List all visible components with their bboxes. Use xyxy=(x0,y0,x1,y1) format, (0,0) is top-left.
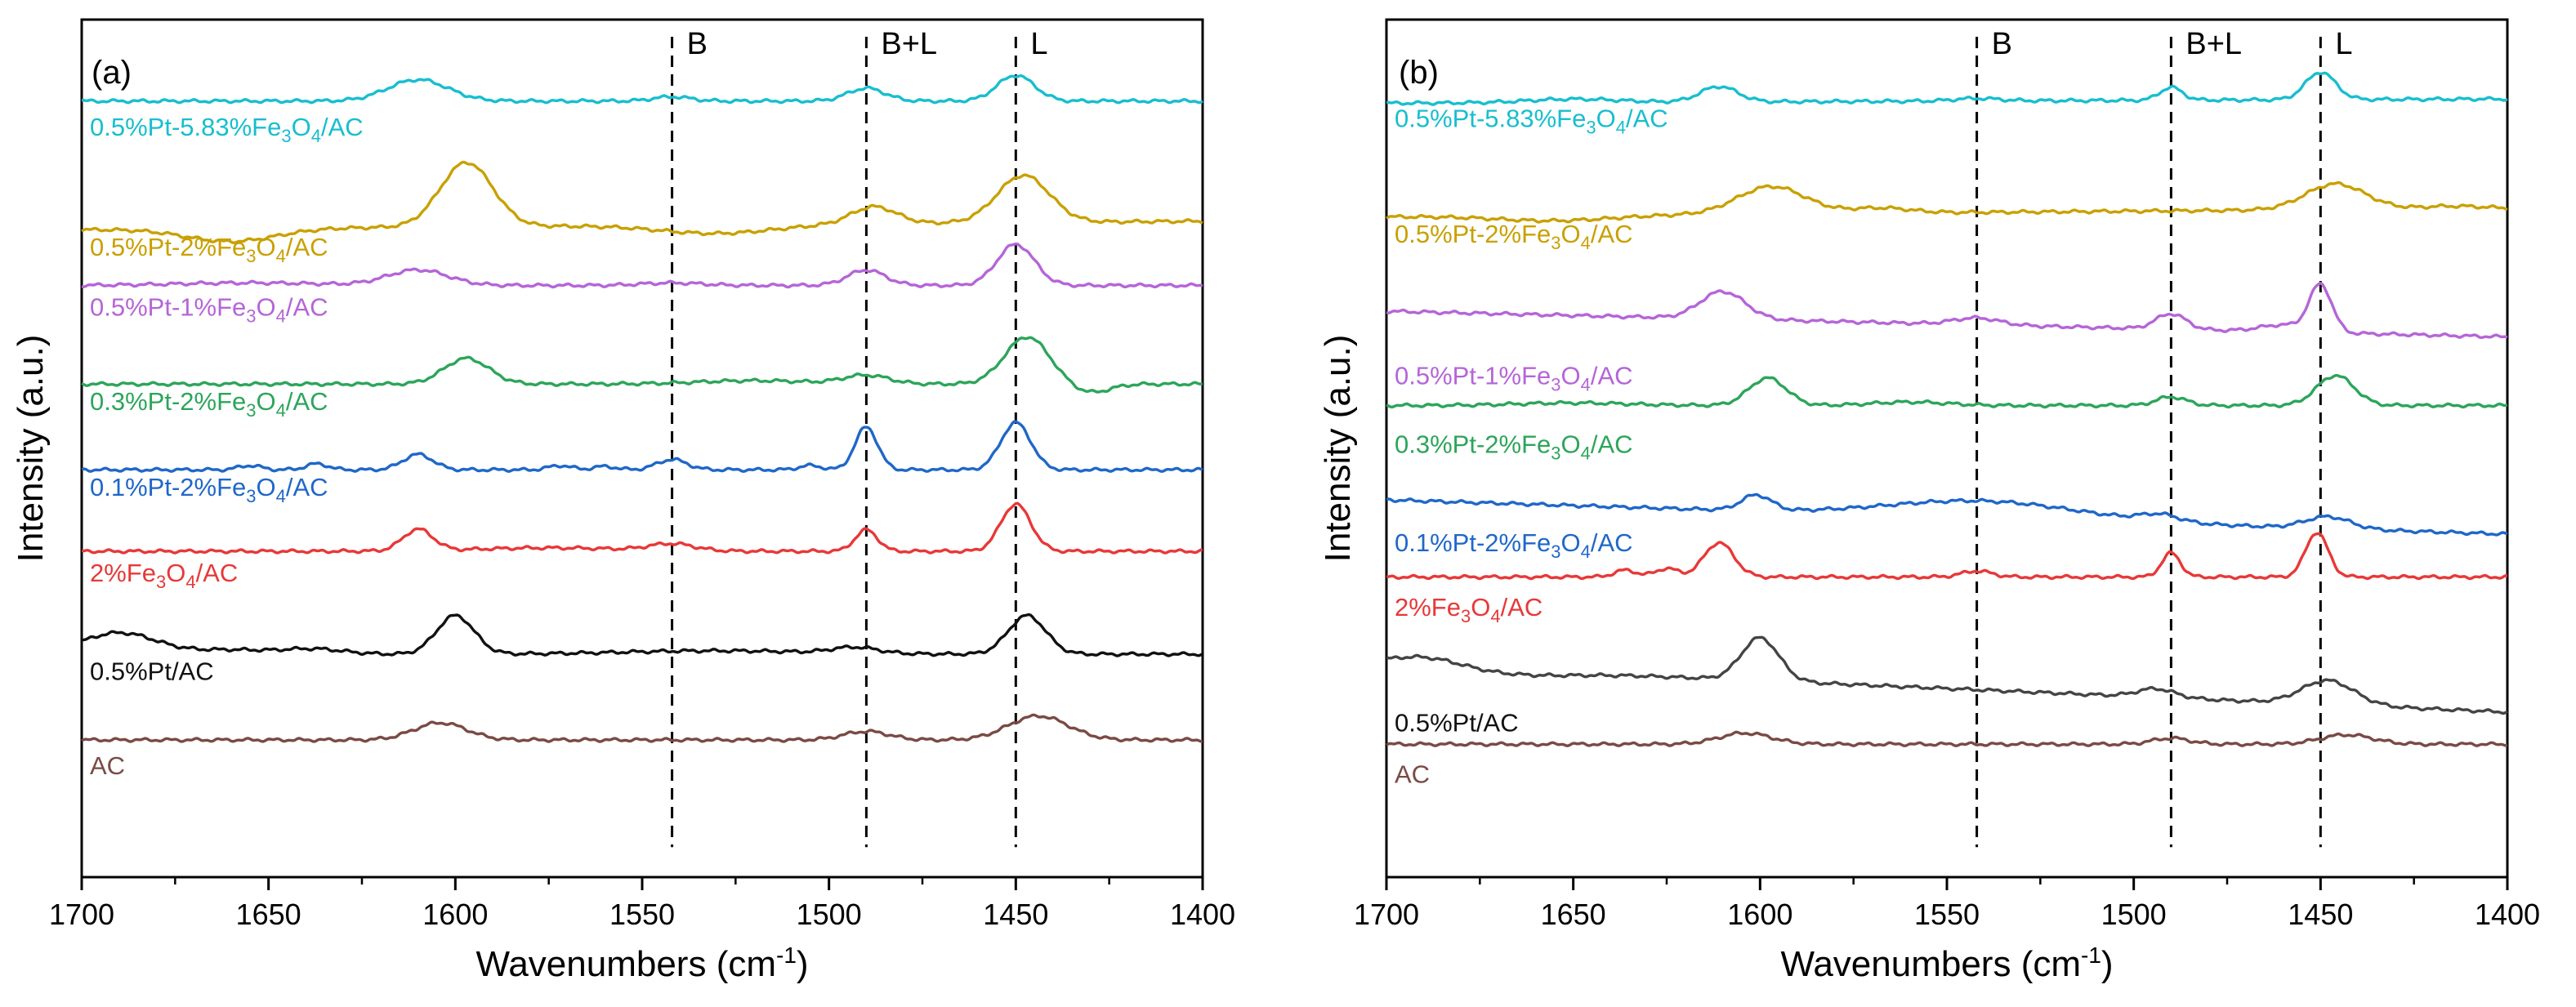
x-tick-label-1650: 1650 xyxy=(236,898,301,931)
legend-label-8: AC xyxy=(1395,760,1430,789)
x-tick-label-1650: 1650 xyxy=(1541,898,1606,931)
series-line-6 xyxy=(1386,532,2508,581)
peak-label-b: B xyxy=(1992,27,2012,61)
legend-label-1: 0.5%Pt-5.83%Fe3O4/AC xyxy=(90,113,364,146)
peak-label-b-plus-l: B+L xyxy=(2185,27,2242,61)
x-tick-label-1600: 1600 xyxy=(422,898,488,931)
series-line-8 xyxy=(1386,730,2508,748)
legend-label-5: 0.1%Pt-2%Fe3O4/AC xyxy=(90,473,328,506)
x-tick-label-1700: 1700 xyxy=(1354,898,1419,931)
series-line-4 xyxy=(81,336,1203,394)
panel-a: B B+L L 0.5%Pt-5.83%Fe3O4/AC 0.5%Pt-2%Fe3O4… xyxy=(11,18,1235,984)
series-line-2 xyxy=(81,160,1203,245)
series-line-6 xyxy=(81,501,1203,555)
series-line-8 xyxy=(81,713,1203,743)
legend-label-1: 0.5%Pt-5.83%Fe3O4/AC xyxy=(1395,104,1668,137)
legend-label-8: AC xyxy=(90,751,125,780)
series-line-5 xyxy=(81,420,1203,474)
x-tick-label-1550: 1550 xyxy=(609,898,675,931)
y-axis-label-a: Intensity (a.u.) xyxy=(11,335,51,563)
x-tick-label-1500: 1500 xyxy=(2101,898,2167,931)
x-tick-label-1500: 1500 xyxy=(797,898,862,931)
series-line-1 xyxy=(1386,71,2508,106)
x-tick-label-1550: 1550 xyxy=(1914,898,1980,931)
legend-label-6: 2%Fe3O4/AC xyxy=(1395,593,1542,626)
x-tick-label-1400: 1400 xyxy=(2475,898,2540,931)
series-line-7 xyxy=(81,613,1203,657)
panel-b: B B+L L 0.5%Pt-5.83%Fe3O4/AC 0.5%Pt-2%Fe3O4… xyxy=(1318,18,2540,984)
legend-label-3: 0.5%Pt-1%Fe3O4/AC xyxy=(1395,361,1633,394)
series-line-3 xyxy=(81,242,1203,289)
series-line-1 xyxy=(81,74,1203,105)
series-line-2 xyxy=(1386,180,2508,224)
x-tick-label-1700: 1700 xyxy=(49,898,114,931)
legend-label-2: 0.5%Pt-2%Fe3O4/AC xyxy=(90,233,328,266)
x-tick-label-1400: 1400 xyxy=(1170,898,1235,931)
legend-label-6: 2%Fe3O4/AC xyxy=(90,559,238,592)
x-axis-label-b: Wavenumbers (cm-1) xyxy=(1780,942,2113,984)
x-tick-label-1450: 1450 xyxy=(2288,898,2353,931)
peak-label-b-plus-l: B+L xyxy=(881,27,937,61)
panel-label-b: (b) xyxy=(1399,55,1439,91)
y-axis-label-b: Intensity (a.u.) xyxy=(1318,335,1358,563)
panel-label-a: (a) xyxy=(92,55,132,91)
peak-label-l: L xyxy=(1030,27,1047,61)
x-axis-label-a: Wavenumbers (cm-1) xyxy=(475,942,808,984)
legend-label-7: 0.5%Pt/AC xyxy=(90,657,214,686)
legend-label-2: 0.5%Pt-2%Fe3O4/AC xyxy=(1395,220,1633,253)
peak-label-l: L xyxy=(2335,27,2352,61)
x-tick-label-1450: 1450 xyxy=(983,898,1048,931)
series-line-5 xyxy=(1386,492,2508,537)
x-tick-label-1600: 1600 xyxy=(1727,898,1792,931)
legend-label-5: 0.1%Pt-2%Fe3O4/AC xyxy=(1395,528,1633,562)
series-line-4 xyxy=(1386,374,2508,409)
series-line-3 xyxy=(1386,282,2508,340)
legend-label-4: 0.3%Pt-2%Fe3O4/AC xyxy=(1395,430,1633,463)
legend-label-7: 0.5%Pt/AC xyxy=(1395,709,1519,737)
peak-label-b: B xyxy=(687,27,708,61)
legend-label-4: 0.3%Pt-2%Fe3O4/AC xyxy=(90,387,328,421)
series-line-7 xyxy=(1386,635,2508,715)
legend-label-3: 0.5%Pt-1%Fe3O4/AC xyxy=(90,292,328,326)
